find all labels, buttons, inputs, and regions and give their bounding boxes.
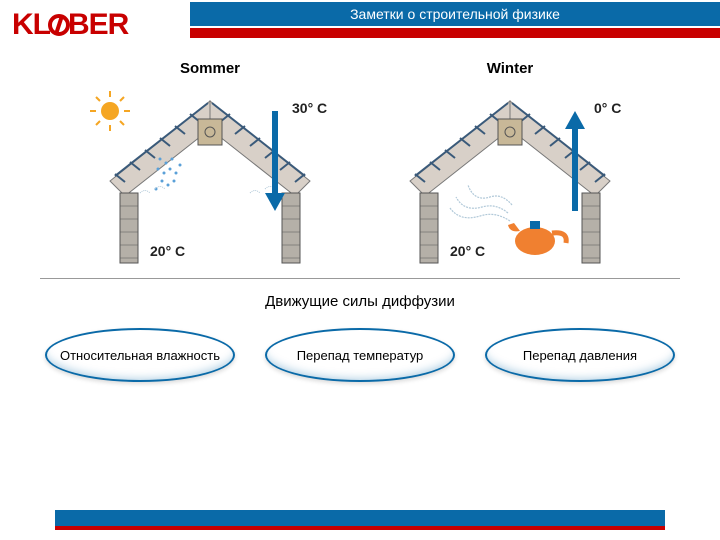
winter-temp-outside: 0° C [594, 100, 621, 116]
footer-bar [55, 510, 665, 526]
oval-pressure: Перепад давления [485, 328, 675, 382]
subheading: Движущие силы диффузии [0, 293, 720, 310]
ovals-row: Относительная влажность Перепад температ… [0, 328, 720, 382]
page-banner: Заметки о строительной физике [190, 2, 720, 26]
winter-panel: Winter [380, 60, 640, 270]
summer-panel: Sommer [80, 60, 340, 270]
roof-diagrams: Sommer [0, 60, 720, 270]
summer-temp-inside: 20° C [150, 243, 185, 259]
summer-roof-svg: 30° C 20° C [80, 81, 340, 271]
banner-underline [190, 28, 720, 38]
sun-icon [101, 102, 119, 120]
oval-humidity: Относительная влажность [45, 328, 235, 382]
summer-title: Sommer [80, 60, 340, 77]
summer-temp-outside: 30° C [292, 100, 327, 116]
winter-roof-svg: 0° C 20° C [380, 81, 640, 271]
winter-temp-inside: 20° C [450, 243, 485, 259]
oval-temperature: Перепад температур [265, 328, 455, 382]
kettle-icon [508, 221, 566, 255]
header: KLBER Заметки о строительной физике [0, 0, 720, 50]
brand-logo: KLBER [12, 8, 128, 42]
winter-title: Winter [380, 60, 640, 77]
steam-icon [450, 185, 512, 221]
separator [40, 278, 680, 279]
